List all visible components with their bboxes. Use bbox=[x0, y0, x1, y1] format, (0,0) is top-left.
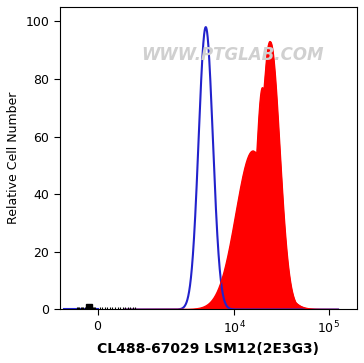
Text: WWW.PTGLAB.COM: WWW.PTGLAB.COM bbox=[141, 46, 324, 64]
X-axis label: CL488-67029 LSM12(2E3G3): CL488-67029 LSM12(2E3G3) bbox=[98, 342, 320, 356]
Y-axis label: Relative Cell Number: Relative Cell Number bbox=[7, 92, 20, 224]
